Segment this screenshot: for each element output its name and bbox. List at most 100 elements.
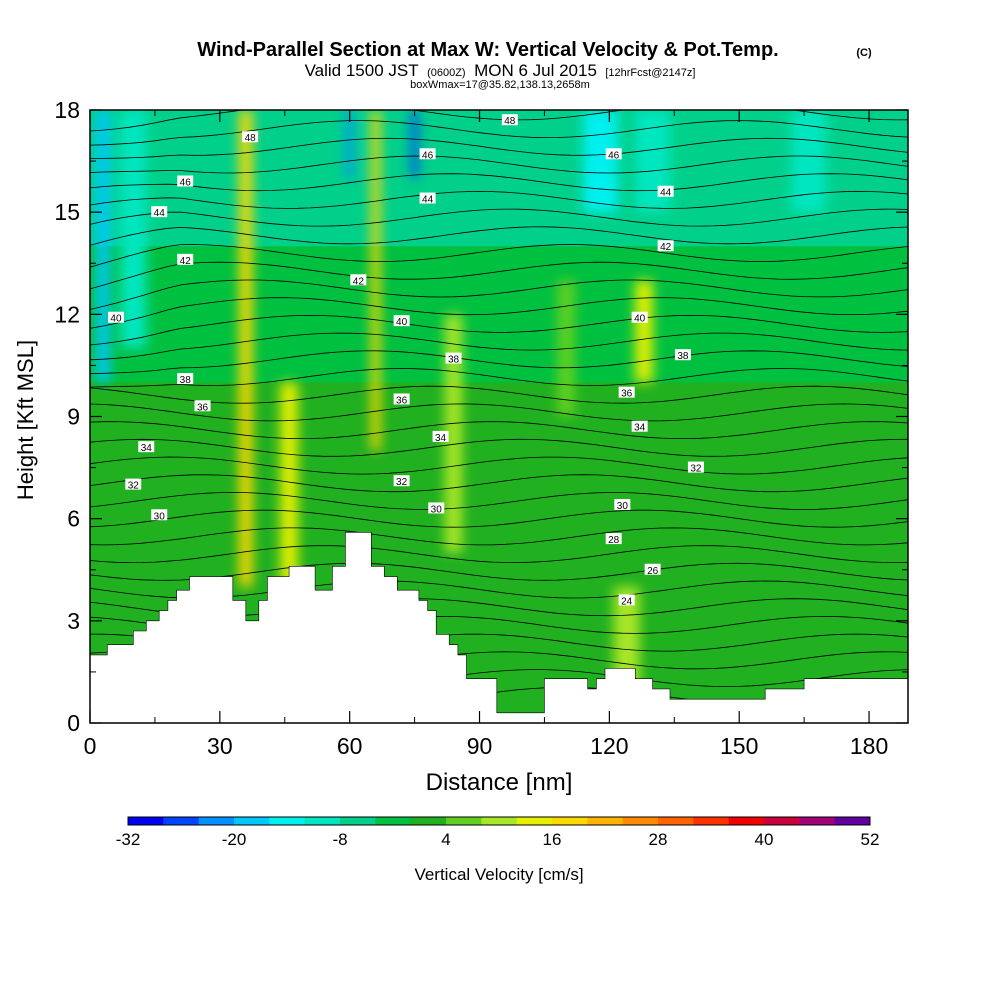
theta-label-text: 44 <box>660 188 672 199</box>
colorbar-swatch-11 <box>516 817 553 825</box>
theta-label-bg <box>138 441 155 453</box>
colorbar-tick-label-6: 40 <box>755 830 774 849</box>
theta-label-text: 48 <box>504 116 516 127</box>
theta-label-text: 46 <box>608 150 620 161</box>
theta-label-bg <box>428 502 445 514</box>
theta-contour-line-32 <box>90 120 908 146</box>
subtitle-zulu: (0600Z) <box>427 67 466 79</box>
theta-label-text: 30 <box>431 504 443 515</box>
colorbar-swatch-7 <box>375 817 412 825</box>
theta-label-2: 28 <box>605 533 622 546</box>
theta-contour-line-13 <box>90 456 908 475</box>
theta-label-bg <box>177 373 194 385</box>
colorbar-swatch-3 <box>234 817 270 825</box>
theta-label-bg <box>618 594 635 606</box>
chart-title-badge: (C) <box>856 47 872 59</box>
colorbar-tick-label-4: 16 <box>543 830 562 849</box>
theta-label-text: 38 <box>677 351 689 362</box>
vv-column-4 <box>346 110 353 179</box>
theta-label-21: 42 <box>177 253 194 267</box>
vv-band-3 <box>90 110 908 247</box>
y-tick-label-4: 12 <box>54 301 80 327</box>
colorbar-tick-label-2: -8 <box>332 830 347 849</box>
theta-label-5: 30 <box>614 499 631 512</box>
theta-label-bg <box>393 315 410 327</box>
theta-label-text: 36 <box>396 395 408 406</box>
subtitle-valid: Valid 1500 JST <box>305 61 419 80</box>
theta-label-9: 34 <box>138 441 155 454</box>
theta-label-6: 32 <box>125 478 142 492</box>
colorbar-swatch-18 <box>764 817 800 825</box>
theta-label-29: 46 <box>605 148 622 161</box>
colorbar-swatch-14 <box>622 817 659 825</box>
theta-label-19: 40 <box>393 315 410 328</box>
theta-label-text: 38 <box>180 375 192 386</box>
y-tick-label-0: 0 <box>67 710 80 736</box>
theta-label-text: 42 <box>353 276 365 287</box>
chart-subtitle: Valid 1500 JST (0600Z) MON 6 Jul 2015 [1… <box>305 61 696 80</box>
theta-label-10: 34 <box>432 430 449 444</box>
theta-contour-line-20 <box>90 332 908 361</box>
x-axis: 0 30 60 90 120 150 180 <box>84 110 888 759</box>
theta-label-17: 38 <box>674 349 691 362</box>
theta-label-text: 26 <box>647 566 659 577</box>
x-tick-label-2: 60 <box>337 733 363 759</box>
theta-label-bg <box>393 475 410 487</box>
theta-label-text: 46 <box>422 150 434 161</box>
theta-label-bg <box>419 192 436 204</box>
vv-column-2 <box>239 110 253 587</box>
subtitle-forecast: [12hrFcst@2147z] <box>605 67 695 79</box>
colorbar-swatch-13 <box>587 817 624 825</box>
theta-label-bg <box>194 400 211 412</box>
theta-label-text: 40 <box>110 314 122 325</box>
theta-label-text: 38 <box>448 355 460 366</box>
x-axis-label: Distance [nm] <box>426 769 573 796</box>
theta-label-8: 32 <box>687 461 704 475</box>
theta-label-12: 36 <box>194 400 211 413</box>
colorbar-swatch-19 <box>799 817 836 825</box>
theta-label-27: 46 <box>177 175 194 189</box>
vv-column-5 <box>371 110 380 451</box>
chart-title: Wind-Parallel Section at Max W: Vertical… <box>197 39 778 61</box>
vv-column-6 <box>411 110 418 179</box>
theta-label-bg <box>350 274 367 286</box>
colorbar-tick-label-3: 4 <box>441 830 450 849</box>
theta-label-bg <box>419 148 436 160</box>
y-tick-label-1: 3 <box>67 608 80 634</box>
vv-column-7 <box>444 314 463 553</box>
theta-label-text: 40 <box>634 314 646 325</box>
theta-label-bg <box>614 499 631 511</box>
theta-label-text: 32 <box>396 477 408 488</box>
colorbar-swatch-5 <box>304 817 341 825</box>
theta-label-text: 44 <box>154 208 166 219</box>
theta-label-text: 44 <box>422 195 434 206</box>
y-tick-label-2: 6 <box>67 506 80 532</box>
x-tick-label-3: 90 <box>467 733 493 759</box>
colorbar-tick-label-5: 28 <box>649 830 668 849</box>
chart-subtitle-2: boxWmax=17@35.82,138.13,2658m <box>410 79 590 91</box>
colorbar-swatch-9 <box>446 817 482 825</box>
colorbar-tick-label-7: 52 <box>861 830 880 849</box>
theta-label-31: 48 <box>501 114 518 127</box>
colorbar-frame <box>127 816 871 826</box>
theta-contour-line-27 <box>90 208 908 227</box>
theta-label-bg <box>393 393 410 405</box>
terrain-mask <box>90 532 908 723</box>
colorbar-swatch-17 <box>728 817 765 825</box>
theta-contour-line-22 <box>90 297 908 329</box>
theta-contour-line-11 <box>90 491 908 510</box>
theta-label-1: 26 <box>644 563 661 577</box>
theta-label-bg <box>445 352 462 364</box>
colorbar-swatch-4 <box>269 817 306 825</box>
theta-contour-lines <box>90 110 908 705</box>
subtitle-date: MON 6 Jul 2015 <box>474 61 597 80</box>
theta-label-18: 40 <box>107 311 124 325</box>
theta-contour-labels: 24 26 28 30 30 30 32 32 32 34 34 34 36 36 36 38 38 38 40 40… <box>107 114 704 607</box>
theta-contour-line-14 <box>90 438 908 457</box>
theta-label-text: 36 <box>197 402 209 413</box>
theta-label-bg <box>501 114 518 126</box>
theta-label-text: 30 <box>154 511 166 522</box>
colorbar-swatch-16 <box>693 817 730 825</box>
theta-contour-line-16 <box>90 403 908 422</box>
theta-contour-line-24 <box>90 261 908 290</box>
